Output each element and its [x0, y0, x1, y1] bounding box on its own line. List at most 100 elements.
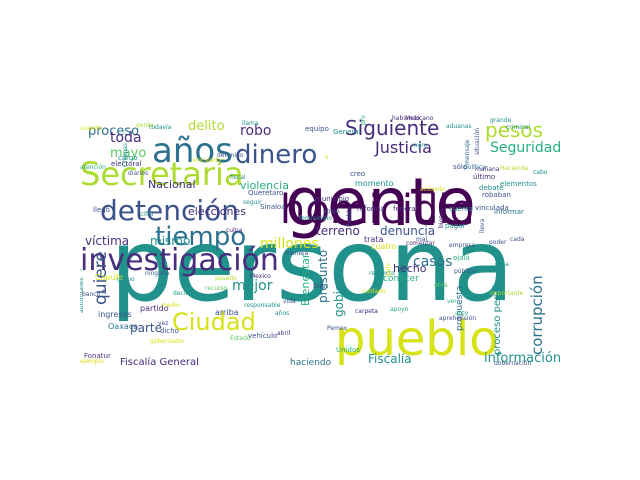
word-mensaje-136: mensaje [464, 139, 471, 165]
word-mismo-26: mismo [150, 234, 190, 248]
word-medio-102: medio [161, 302, 180, 309]
word-corrupcion-16: corrupción [528, 275, 546, 355]
word-terreno-32: terreno [316, 224, 360, 238]
word-fonatur-72: Fonatur [84, 352, 111, 360]
word-solo-61: sólo [453, 163, 467, 171]
word-regresar-97: regresar [80, 252, 82, 278]
word-ciudad-10: Ciudad [172, 308, 256, 336]
word-oaxaca-44: Oaxaca [108, 322, 138, 331]
word-cabo-126: cabo [533, 169, 548, 176]
word-debate-57: debate [479, 184, 504, 192]
word-mexico-130: Mexico [250, 273, 271, 280]
word-arriba-46: arriba [215, 308, 239, 317]
word-elecciones-31: elecciones [188, 205, 246, 218]
word-habiendo-81: habiendo [392, 115, 420, 122]
word-sinaloa-49: Sinaloa [260, 203, 286, 211]
word-cuatro-108: cuatro [371, 242, 397, 251]
word-propuesta-41: propuesta [455, 286, 465, 331]
word-gente-1: gente [285, 164, 476, 241]
word-ultimo-60: último [473, 173, 495, 181]
word-justicia-13: Justicia [374, 138, 432, 157]
word-vinculada-56: vinculada [475, 204, 509, 212]
word-homicidio-3: homicidio [280, 187, 474, 233]
word-pueblo-2: pueblo [335, 311, 499, 365]
word-programas-137: programas [360, 115, 367, 125]
word-estado-143: Estado [230, 335, 251, 342]
word-siguiente-11: Siguiente [345, 116, 439, 140]
word-manera-139: manera [285, 250, 308, 257]
word-fiscalia-general-42: Fiscalía General [120, 356, 199, 365]
word-unidos-71: Unidos [336, 346, 360, 354]
word-politica-133: política [464, 164, 486, 171]
word-mejor-27: mejor [232, 278, 273, 294]
word-elementos-59: elementos [500, 180, 537, 188]
word-cada-121: cada [510, 236, 525, 243]
word-bienestar-36: Bienestar [299, 253, 312, 306]
word-culpa-91: culpa [226, 227, 243, 234]
word-violencia-30: violencia [240, 179, 289, 192]
word-decir-148: decir [173, 290, 188, 297]
word-dicho-98: dicho [160, 327, 179, 335]
word-queretaro-50: Querétaro [248, 189, 283, 197]
word-lleva-114: lleva [479, 218, 486, 233]
word-abajo-78: abajo [323, 208, 340, 215]
word-pesos-12: pesos [485, 118, 543, 142]
word-creo-52: creo [350, 170, 365, 178]
word-mayo-23: mayo [110, 146, 146, 161]
word-anos-142: años [275, 310, 289, 317]
word-empresa-112: empresa [449, 242, 475, 249]
word-puebla-106: Puebla [346, 207, 353, 227]
word-aprehension-117: aprehensión [439, 315, 476, 322]
word-respecto-115: respecto [369, 270, 395, 277]
word-haciendo-43: haciendo [290, 358, 332, 365]
word-mexicano-80: Mexicano [405, 115, 434, 122]
word-abril-101: abril [277, 330, 291, 337]
word-municipio-79: municipio [315, 195, 349, 203]
word-situacion-123: situación [474, 128, 481, 155]
word-gente-140: gente [136, 122, 154, 129]
word-publico-113: público [454, 268, 476, 275]
word-federal-65: federal [393, 205, 418, 213]
word-atencion-88: atención [80, 164, 106, 171]
word-general-53: General [333, 128, 361, 136]
word-grupo-95: grupo [117, 276, 135, 283]
word-cargo-51: cargo [118, 154, 138, 162]
word-pasado-149: pasado [215, 275, 237, 282]
word-pemex-70: Pemex [327, 325, 348, 332]
word-acto-118: acto [455, 310, 468, 317]
word-seguridad-14: Seguridad [490, 140, 561, 156]
word-poder-110: poder [489, 239, 507, 246]
word-robo-21: robo [240, 123, 271, 139]
word-presunto-37: presunto [316, 250, 330, 303]
word-toda-22: toda [110, 130, 142, 146]
word-chiapas-89: Chiapas [122, 143, 129, 167]
word-tiempo-9: tiempo [155, 222, 246, 252]
word-persona-0: persona [110, 207, 514, 324]
word-robaban-55: robaban [482, 191, 511, 199]
word-recurso-144: recurso [205, 285, 228, 292]
word-parte-28: parte [130, 321, 162, 335]
word-millones-24: millones [260, 236, 319, 252]
word-llego-75: llegó [93, 206, 110, 214]
word-equipo-54: equipo [305, 125, 329, 133]
word-llama-85: llama [242, 120, 259, 127]
word-momento-63: momento [355, 179, 394, 188]
word-vez-99: vez [158, 320, 168, 327]
word-nacional-29: Nacional [148, 178, 196, 191]
word-proceso-penal-40: proceso penal [492, 285, 503, 355]
word-victima-25: víctima [85, 234, 129, 248]
word-proceso-19: proceso [88, 124, 139, 139]
word-quiere-15: quiere [91, 251, 111, 305]
word-grande-83: grande [490, 117, 512, 124]
word-trata-107: trata [364, 235, 383, 244]
word-casa-120: casa [495, 261, 509, 268]
word-cuidado-145: cuidado [362, 288, 386, 295]
word-cloud: persona gente pueblo homicidio investigación… [80, 115, 580, 365]
word-detenido-77: detenido [217, 152, 244, 159]
word-vida-128: vida [283, 298, 296, 305]
word-responsable-135: responsable [244, 302, 281, 309]
word-conocer-39: conocer [383, 274, 419, 284]
word-gobernacion-122: gobernación [494, 360, 531, 365]
word-seguir-105: seguir [243, 199, 262, 206]
word-vehiculo-69: vehículo [248, 332, 277, 340]
